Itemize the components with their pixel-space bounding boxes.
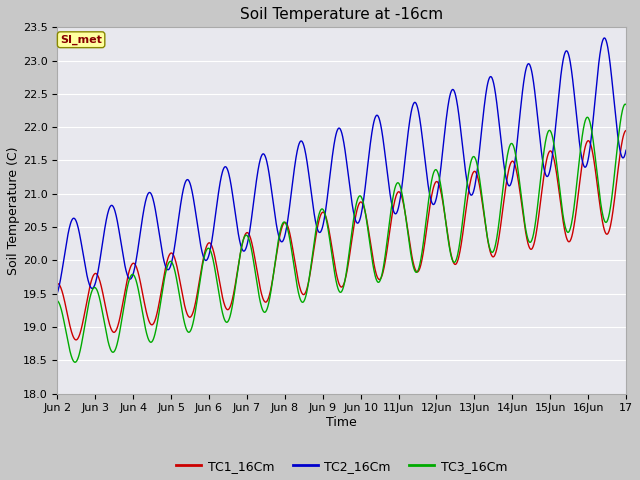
TC2_16Cm xyxy=(504,182,512,188)
Title: Soil Temperature at -16cm: Soil Temperature at -16cm xyxy=(240,7,444,22)
TC3_16Cm xyxy=(505,146,513,152)
TC2_16Cm xyxy=(166,264,174,270)
TC3_16Cm xyxy=(166,258,174,264)
Text: SI_met: SI_met xyxy=(60,35,102,45)
Line: TC1_16Cm: TC1_16Cm xyxy=(58,131,626,340)
X-axis label: Time: Time xyxy=(326,416,357,429)
TC3_16Cm xyxy=(244,234,252,240)
TC2_16Cm xyxy=(430,202,438,207)
TC1_16Cm xyxy=(622,128,630,133)
TC3_16Cm xyxy=(180,319,188,324)
TC2_16Cm xyxy=(555,95,563,101)
TC3_16Cm xyxy=(622,102,630,108)
TC1_16Cm xyxy=(505,168,513,173)
TC1_16Cm xyxy=(54,281,61,287)
TC1_16Cm xyxy=(431,182,438,188)
TC3_16Cm xyxy=(431,168,438,174)
TC1_16Cm xyxy=(180,300,188,306)
TC1_16Cm xyxy=(555,187,563,192)
TC2_16Cm xyxy=(622,147,630,153)
TC3_16Cm xyxy=(621,101,629,107)
Y-axis label: Soil Temperature (C): Soil Temperature (C) xyxy=(7,146,20,275)
TC3_16Cm xyxy=(71,360,79,365)
TC3_16Cm xyxy=(54,298,61,304)
TC2_16Cm xyxy=(180,184,188,190)
Line: TC2_16Cm: TC2_16Cm xyxy=(58,38,626,293)
TC2_16Cm xyxy=(54,290,61,296)
TC1_16Cm xyxy=(244,230,252,236)
TC2_16Cm xyxy=(244,240,252,246)
TC1_16Cm xyxy=(166,251,174,256)
TC2_16Cm xyxy=(600,35,608,41)
TC1_16Cm xyxy=(72,337,80,343)
TC3_16Cm xyxy=(555,179,563,185)
Legend: TC1_16Cm, TC2_16Cm, TC3_16Cm: TC1_16Cm, TC2_16Cm, TC3_16Cm xyxy=(172,455,512,478)
Line: TC3_16Cm: TC3_16Cm xyxy=(58,104,626,362)
